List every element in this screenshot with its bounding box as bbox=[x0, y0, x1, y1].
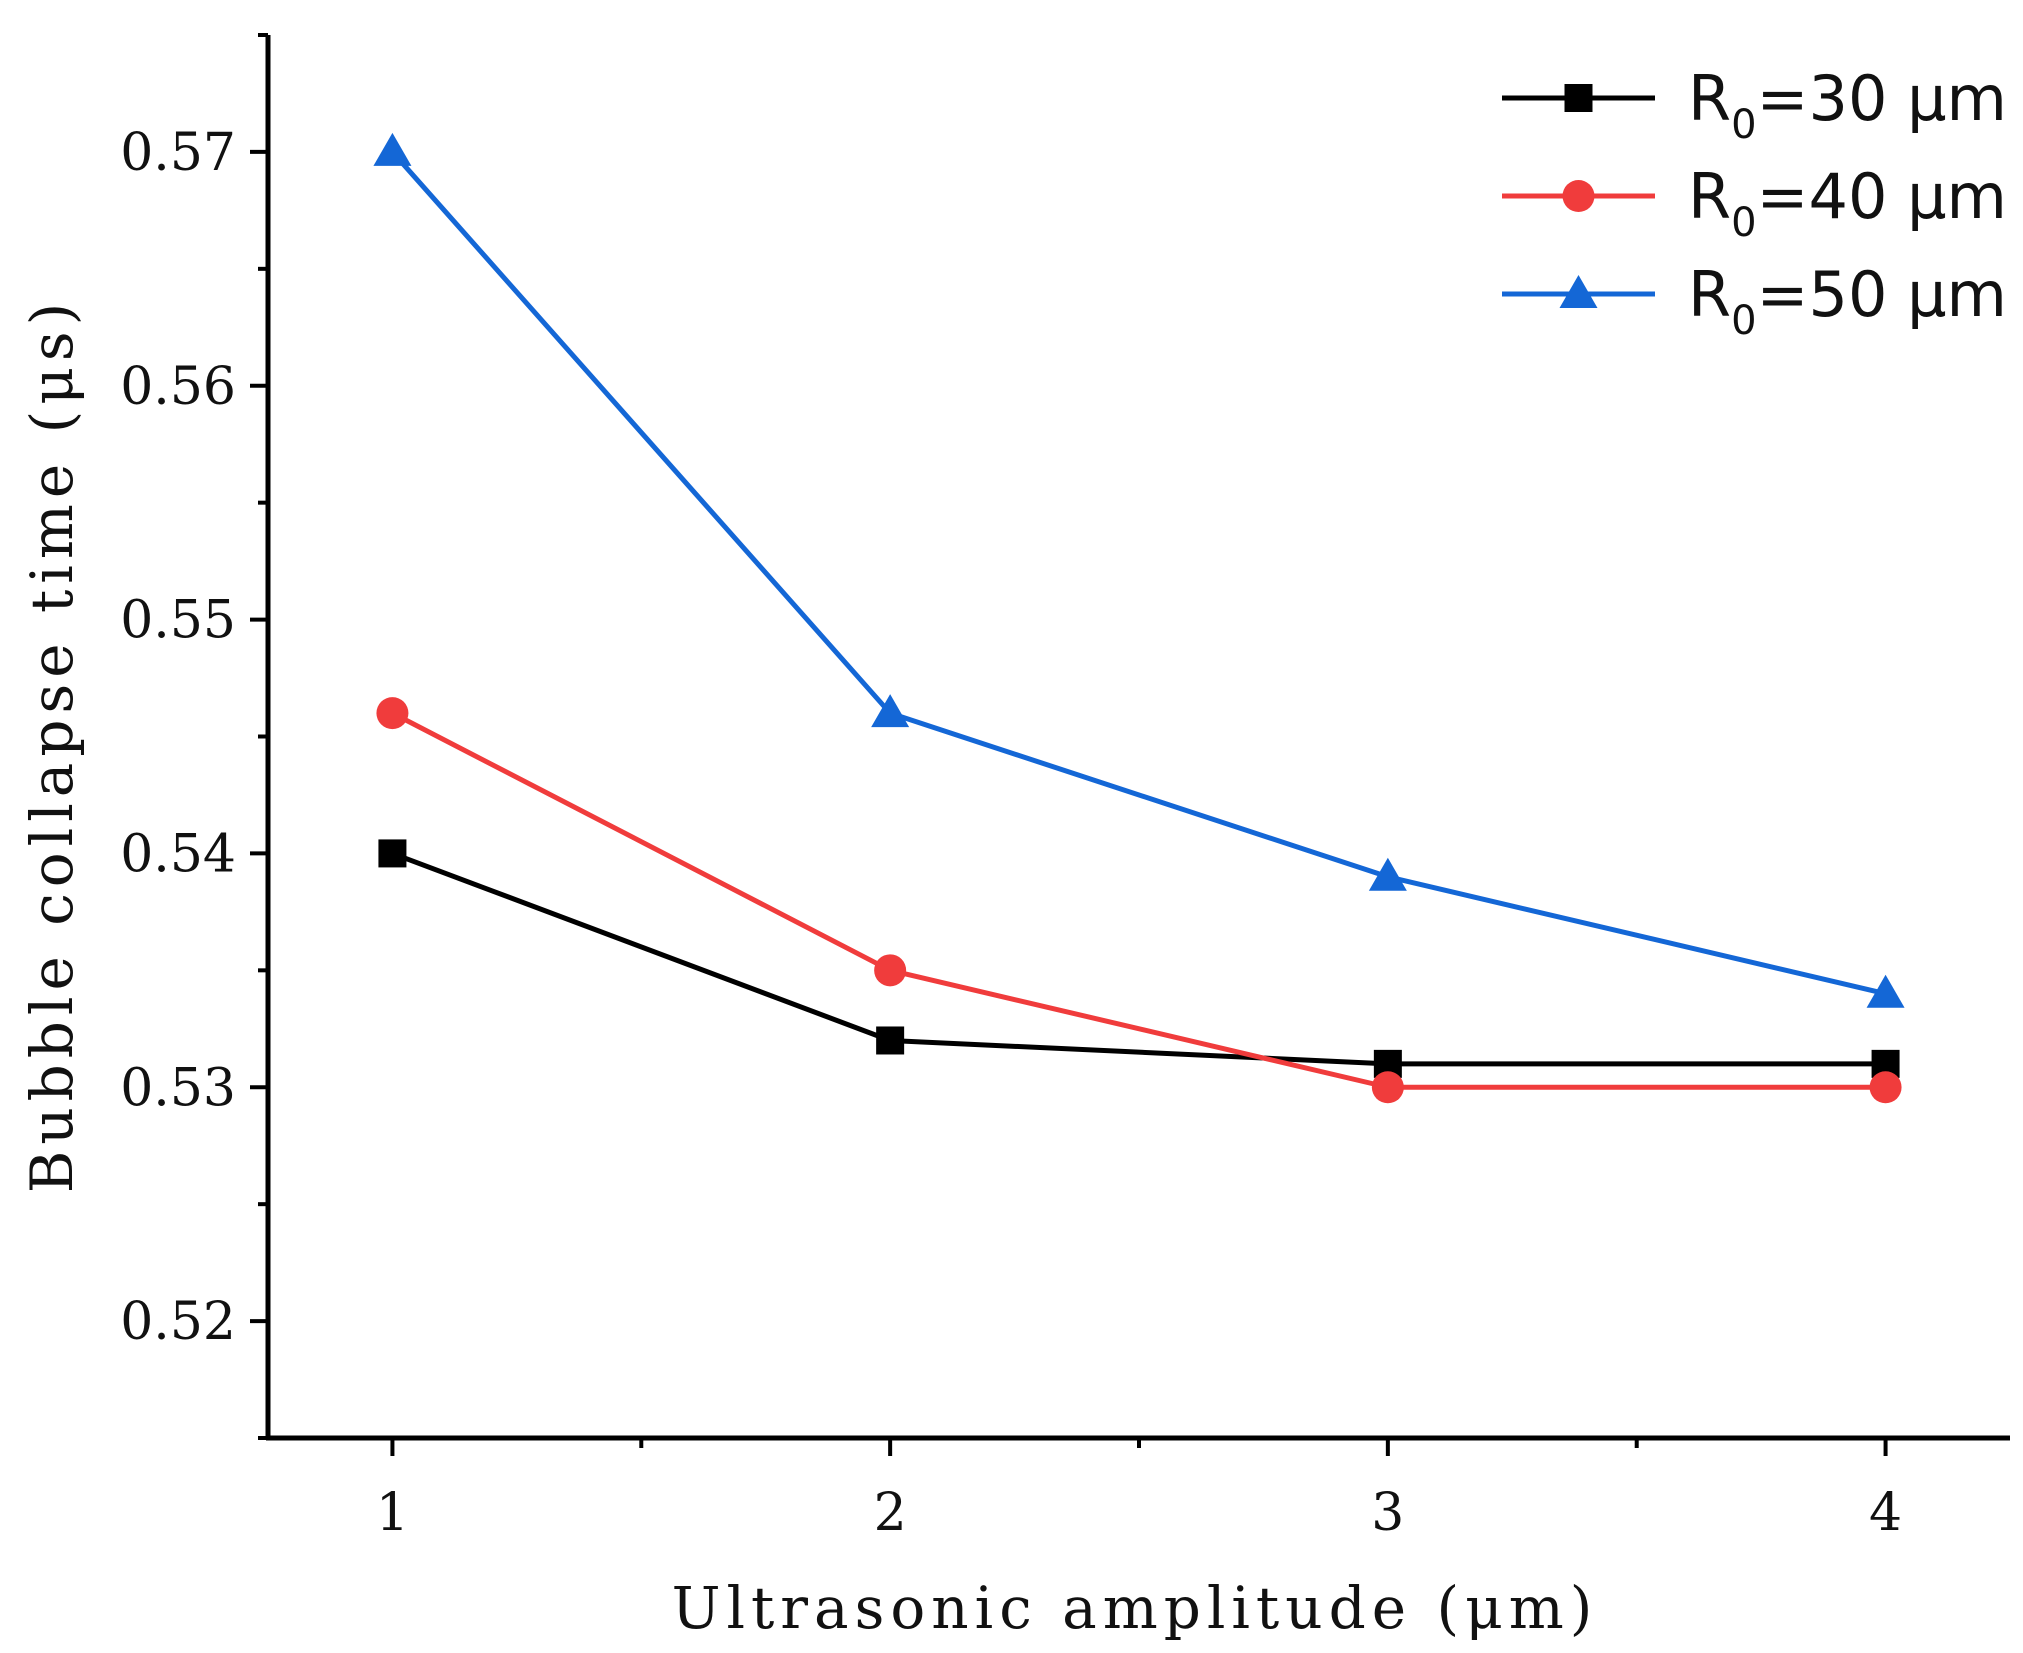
series bbox=[373, 132, 1905, 1104]
data-point bbox=[871, 694, 910, 728]
x-axis-title: Ultrasonic amplitude (μm) bbox=[672, 1574, 1599, 1642]
ticks: 0.52 0.53 0.54 0.55 0.56 0.57 1 2 3 4 bbox=[120, 33, 1902, 1543]
x-tick-label: 3 bbox=[1371, 1483, 1404, 1543]
x-tick-label: 2 bbox=[874, 1483, 907, 1543]
series-line bbox=[391, 851, 1886, 1067]
legend-marker bbox=[1564, 84, 1593, 112]
y-tick-label: 0.57 bbox=[120, 123, 236, 183]
legend-marker bbox=[1559, 275, 1598, 308]
series-line bbox=[390, 150, 1887, 997]
legend-marker bbox=[1562, 180, 1595, 212]
data-point bbox=[1371, 1071, 1404, 1104]
x-tick-label: 4 bbox=[1869, 1483, 1902, 1543]
data-point bbox=[373, 132, 412, 166]
legend-label: R0=40 μm bbox=[1688, 160, 2007, 246]
x-tick-label: 1 bbox=[376, 1483, 409, 1543]
y-tick-label: 0.56 bbox=[120, 357, 236, 417]
y-tick-label: 0.53 bbox=[120, 1058, 236, 1118]
series-line bbox=[391, 710, 1886, 1090]
y-axis-title: Bubble collapse time (μs) bbox=[18, 297, 86, 1194]
data-point bbox=[376, 697, 409, 730]
y-tick-label: 0.52 bbox=[120, 1292, 236, 1352]
data-point bbox=[378, 839, 407, 868]
y-tick-label: 0.54 bbox=[120, 824, 236, 884]
y-tick-label: 0.55 bbox=[120, 591, 236, 651]
data-point bbox=[874, 954, 907, 987]
legend-label: R0=50 μm bbox=[1688, 258, 2007, 344]
legend-label: R0=30 μm bbox=[1688, 62, 2007, 148]
data-point bbox=[1368, 857, 1407, 891]
data-point bbox=[1869, 1071, 1902, 1104]
legend: R0=30 μm R0=40 μm R0=50 μm bbox=[1502, 62, 2007, 344]
data-point bbox=[876, 1026, 905, 1055]
data-point bbox=[1866, 974, 1905, 1008]
